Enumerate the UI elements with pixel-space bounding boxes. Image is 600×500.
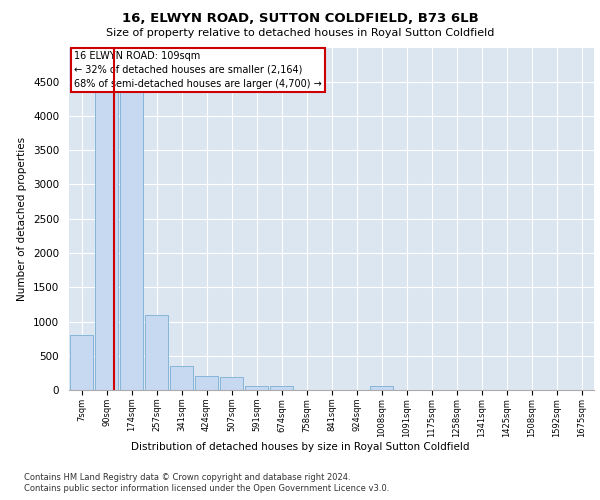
Bar	[370, 386, 393, 390]
Bar	[195, 376, 218, 390]
Text: 16, ELWYN ROAD, SUTTON COLDFIELD, B73 6LB: 16, ELWYN ROAD, SUTTON COLDFIELD, B73 6L…	[122, 12, 478, 26]
Text: Contains public sector information licensed under the Open Government Licence v3: Contains public sector information licen…	[24, 484, 389, 493]
Bar	[95, 68, 118, 390]
Text: Size of property relative to detached houses in Royal Sutton Coldfield: Size of property relative to detached ho…	[106, 28, 494, 38]
Y-axis label: Number of detached properties: Number of detached properties	[17, 136, 28, 301]
Bar	[245, 386, 268, 390]
Text: 16 ELWYN ROAD: 109sqm
← 32% of detached houses are smaller (2,164)
68% of semi-d: 16 ELWYN ROAD: 109sqm ← 32% of detached …	[74, 51, 322, 89]
Bar	[220, 376, 243, 390]
Bar	[145, 314, 168, 390]
Bar	[270, 386, 293, 390]
Bar	[170, 366, 193, 390]
Text: Distribution of detached houses by size in Royal Sutton Coldfield: Distribution of detached houses by size …	[131, 442, 469, 452]
Bar	[120, 68, 143, 390]
Bar	[70, 335, 93, 390]
Text: Contains HM Land Registry data © Crown copyright and database right 2024.: Contains HM Land Registry data © Crown c…	[24, 472, 350, 482]
